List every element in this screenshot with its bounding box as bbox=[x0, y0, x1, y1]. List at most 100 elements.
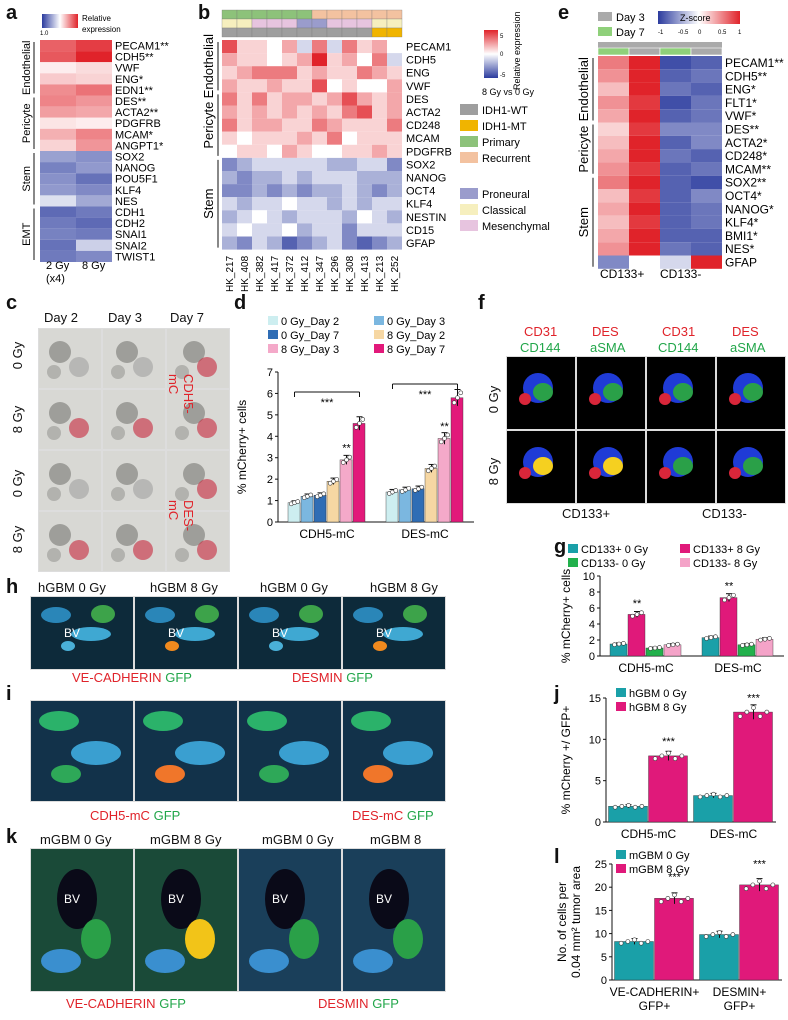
annotation-cell bbox=[221, 9, 238, 20]
heatmap-e-cell bbox=[691, 69, 722, 83]
heatmap-e-cell bbox=[691, 122, 722, 136]
heatmap-b-cell bbox=[237, 66, 252, 80]
bar bbox=[326, 481, 340, 523]
y-tick-label: 4 bbox=[589, 619, 595, 631]
annotation-legend-swatch bbox=[460, 188, 478, 199]
f-col4-bot: aSMA bbox=[730, 340, 766, 355]
cell-blob bbox=[197, 418, 217, 438]
sample-label: HK_347 bbox=[315, 255, 326, 292]
data-point bbox=[619, 803, 625, 809]
panel-label-i: i bbox=[6, 683, 12, 705]
annotation-legend-label: IDH1-MT bbox=[482, 121, 527, 133]
heatmap-b-cell bbox=[282, 223, 297, 237]
gene-label: FLT1* bbox=[725, 96, 757, 110]
panel-label-k: k bbox=[6, 826, 18, 848]
data-point bbox=[757, 714, 763, 719]
heatmap-e-group-labels: Endothelial Pericyte Stem bbox=[576, 57, 594, 267]
heatmap-e-cell bbox=[691, 175, 722, 189]
data-point bbox=[724, 793, 730, 798]
heatmap-b-cell bbox=[267, 157, 282, 171]
legend-b-tick-mid: 0 bbox=[500, 52, 504, 58]
annotation-cell bbox=[597, 47, 630, 56]
heatmap-b-cell bbox=[312, 144, 327, 158]
heatmap-b-cell bbox=[282, 184, 297, 198]
legend-swatch bbox=[374, 330, 384, 339]
gene-label: KLF4* bbox=[725, 216, 759, 230]
bar bbox=[654, 898, 694, 981]
annotation-cell bbox=[266, 27, 283, 38]
i-caption-gfp-2: GFP bbox=[406, 808, 434, 823]
sample-label: HK_372 bbox=[285, 255, 296, 292]
data-point bbox=[666, 750, 671, 756]
heatmap-e-cell bbox=[629, 175, 660, 189]
heatmap-e-cell bbox=[660, 228, 691, 243]
cell-blob bbox=[133, 479, 153, 499]
gene-label: PECAM1 bbox=[406, 42, 451, 54]
heatmap-e-cell bbox=[598, 109, 629, 123]
bar bbox=[719, 597, 738, 657]
heatmap-b-cell bbox=[372, 184, 387, 198]
gene-label: PDGFRB bbox=[115, 118, 161, 130]
heatmap-b-cell bbox=[312, 184, 327, 198]
y-tick-label: 7 bbox=[267, 367, 273, 379]
heatmap-a-cell bbox=[76, 195, 112, 207]
heatmap-b-cell bbox=[372, 210, 387, 224]
data-point bbox=[743, 886, 749, 891]
bv-label: BV bbox=[376, 626, 393, 640]
data-point bbox=[703, 934, 709, 939]
heatmap-b-cell bbox=[297, 210, 312, 224]
heatmap-a-cell bbox=[40, 139, 76, 151]
annotation-cell bbox=[281, 18, 298, 29]
sample-label: HK_213 bbox=[375, 255, 386, 292]
heatmap-e-cell bbox=[691, 95, 722, 110]
cell-blob bbox=[165, 641, 179, 651]
gene-label: KLF4 bbox=[406, 199, 432, 211]
heatmap-b-cell bbox=[222, 144, 237, 158]
annotation-cell bbox=[356, 27, 373, 38]
data-point bbox=[731, 592, 736, 598]
heatmap-a-cell bbox=[40, 106, 76, 118]
bar bbox=[733, 711, 773, 823]
heatmap-e-cell bbox=[629, 69, 660, 83]
heatmap-b-annotation-bars bbox=[221, 9, 403, 38]
data-point bbox=[634, 612, 640, 617]
f-col1-top: CD31 bbox=[524, 324, 558, 339]
annotation-cell bbox=[341, 18, 358, 29]
data-point bbox=[360, 417, 366, 422]
heatmap-b-cell bbox=[282, 40, 297, 54]
bright-field-image bbox=[102, 389, 166, 450]
bar bbox=[701, 637, 720, 657]
tissue-image bbox=[342, 700, 446, 802]
cell-blob bbox=[47, 365, 61, 379]
heatmap-b-group-labels: Endothelial Pericyte Stem bbox=[201, 34, 219, 248]
heatmap-b-cell bbox=[267, 105, 282, 119]
cell-blob bbox=[353, 607, 383, 623]
data-point bbox=[657, 645, 662, 650]
annotation-legend-swatch bbox=[460, 104, 478, 115]
gene-label: ACTA2 bbox=[406, 107, 441, 119]
legend-swatch bbox=[616, 702, 626, 711]
heatmap-e-cell bbox=[629, 202, 660, 216]
tissue-image bbox=[30, 848, 134, 992]
data-point bbox=[666, 643, 671, 648]
chart-g: 0 2 4 6 8 10 % mCherry+ cells CDH5-mC DES-mC CD13… bbox=[559, 544, 784, 675]
heatmap-b-cell bbox=[222, 40, 237, 54]
heatmap-a: Relative expression 1.0 PECAM1**CDH5**VW… bbox=[21, 14, 170, 285]
heatmap-e-cell bbox=[660, 135, 691, 150]
sig-annotation: *** bbox=[321, 397, 335, 409]
y-tick-label: 2 bbox=[267, 474, 273, 486]
bar bbox=[614, 941, 654, 981]
heatmap-e-cell bbox=[660, 69, 691, 83]
z-tick: 1 bbox=[738, 30, 742, 36]
annotation-legend-label: Recurrent bbox=[482, 153, 530, 165]
gene-label: CD248* bbox=[725, 149, 767, 163]
annotation-cell bbox=[386, 9, 403, 20]
heatmap-b-cell bbox=[252, 66, 267, 80]
tissue-image bbox=[30, 596, 134, 670]
heatmap-a-cell bbox=[76, 206, 112, 218]
k-caption-gfp-2: GFP bbox=[372, 996, 399, 1011]
data-point bbox=[334, 477, 340, 482]
heatmap-b-cell bbox=[372, 92, 387, 106]
heatmap-b-cell bbox=[237, 131, 252, 145]
heatmap-e-cell bbox=[660, 95, 691, 110]
